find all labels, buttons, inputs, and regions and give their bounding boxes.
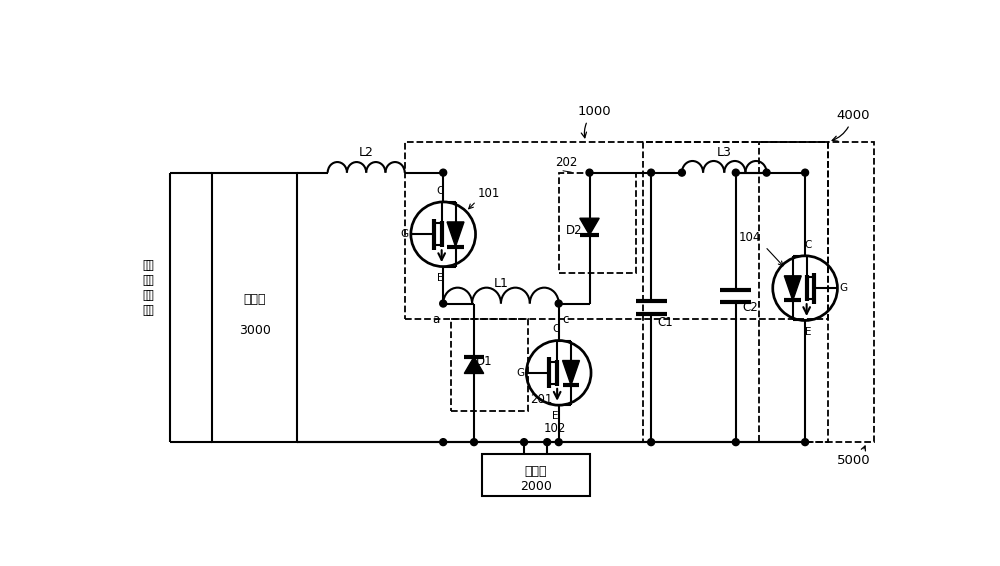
Text: G: G [400, 229, 409, 239]
Polygon shape [784, 276, 801, 301]
Text: c: c [563, 313, 569, 326]
Polygon shape [464, 357, 484, 374]
Text: L2: L2 [359, 145, 374, 158]
Polygon shape [580, 218, 599, 235]
Text: 101: 101 [478, 187, 500, 200]
Text: 202: 202 [555, 156, 577, 169]
Text: C1: C1 [657, 316, 673, 329]
Text: E: E [552, 411, 559, 421]
Text: D1: D1 [476, 355, 493, 368]
Circle shape [802, 169, 809, 176]
Text: 104: 104 [739, 231, 761, 245]
Text: 2000: 2000 [520, 480, 552, 493]
Text: C2: C2 [742, 301, 758, 314]
Polygon shape [447, 222, 464, 247]
Bar [212, 173, 297, 442]
Circle shape [678, 169, 685, 176]
Text: 控制器: 控制器 [524, 465, 547, 478]
Circle shape [440, 169, 447, 176]
Text: L1: L1 [494, 277, 508, 290]
Circle shape [521, 439, 528, 445]
Circle shape [732, 439, 739, 445]
Text: C: C [552, 324, 559, 335]
Circle shape [802, 439, 809, 445]
Text: 1000: 1000 [578, 105, 612, 138]
Polygon shape [563, 361, 579, 385]
Bar [482, 454, 590, 496]
Circle shape [732, 169, 739, 176]
Text: 整流桥: 整流桥 [243, 293, 266, 306]
Bar [643, 142, 828, 442]
Text: 201: 201 [530, 393, 553, 406]
Text: E: E [437, 273, 443, 283]
Bar [451, 319, 528, 411]
Text: C: C [436, 186, 444, 196]
Text: E: E [805, 327, 811, 337]
Circle shape [555, 300, 562, 307]
Bar [559, 173, 636, 273]
Text: L3: L3 [717, 145, 732, 158]
Text: G: G [516, 368, 524, 378]
Circle shape [555, 439, 562, 445]
Circle shape [471, 439, 477, 445]
Bar [759, 142, 874, 442]
Text: 3000: 3000 [239, 324, 270, 337]
Circle shape [586, 169, 593, 176]
Text: C: C [804, 239, 812, 250]
Circle shape [544, 439, 551, 445]
Circle shape [648, 439, 655, 445]
Circle shape [648, 169, 655, 176]
Text: G: G [840, 283, 848, 293]
Text: a: a [432, 313, 439, 326]
Text: 交
流
电
源: 交 流 电 源 [145, 259, 153, 317]
Bar [405, 142, 828, 319]
Circle shape [763, 169, 770, 176]
Text: 4000: 4000 [832, 109, 869, 141]
Text: 5000: 5000 [837, 454, 871, 467]
Text: 102: 102 [544, 422, 566, 435]
Circle shape [440, 439, 447, 445]
Text: 交
流
电
源: 交 流 电 源 [143, 259, 151, 317]
Circle shape [440, 300, 447, 307]
Text: D2: D2 [566, 224, 582, 237]
